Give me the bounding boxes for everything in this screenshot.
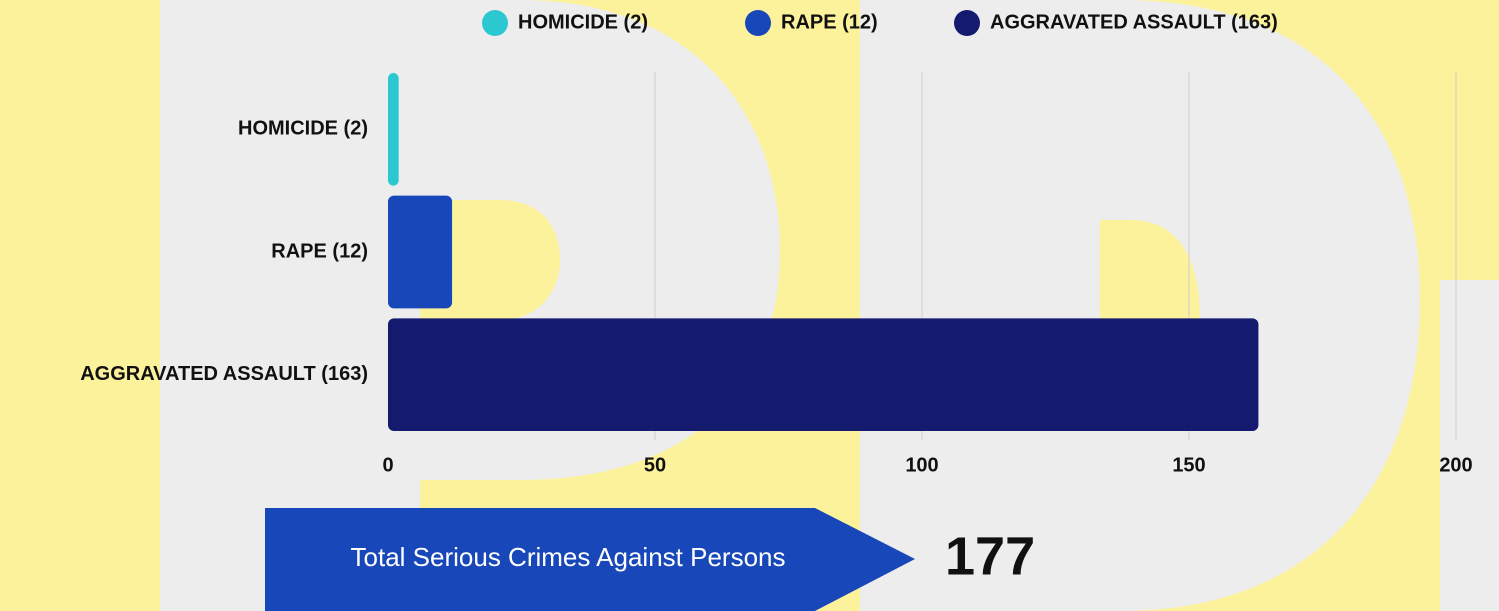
plot: 0 50 100 150 200 HOMICIDE (2) RAPE (12) AGGRAVA… <box>80 72 1473 476</box>
x-tick-label: 0 <box>382 454 393 476</box>
legend: HOMICIDE (2) RAPE (12) AGGRAVATED ASSAULT … <box>482 10 1278 36</box>
total-value: 177 <box>945 526 1035 586</box>
bar <box>388 195 453 309</box>
x-tick-label: 150 <box>1172 454 1205 476</box>
legend-label: AGGRAVATED ASSAULT (163) <box>990 11 1278 33</box>
bar <box>388 318 1259 431</box>
y-tick-label: RAPE (12) <box>271 240 368 262</box>
watermark <box>160 0 1499 611</box>
bar <box>388 73 399 186</box>
total-banner <box>265 508 915 611</box>
legend-label: HOMICIDE (2) <box>518 11 648 33</box>
y-tick-label: AGGRAVATED ASSAULT (163) <box>80 363 368 385</box>
x-tick-label: 100 <box>905 454 938 476</box>
y-tick-label: HOMICIDE (2) <box>238 118 368 140</box>
x-tick-label: 50 <box>644 454 666 476</box>
total-label: Total Serious Crimes Against Persons <box>351 542 786 572</box>
x-tick-label: 200 <box>1439 454 1472 476</box>
legend-swatch <box>482 10 508 36</box>
legend-swatch <box>954 10 980 36</box>
legend-swatch <box>745 10 771 36</box>
legend-label: RAPE (12) <box>781 11 878 33</box>
